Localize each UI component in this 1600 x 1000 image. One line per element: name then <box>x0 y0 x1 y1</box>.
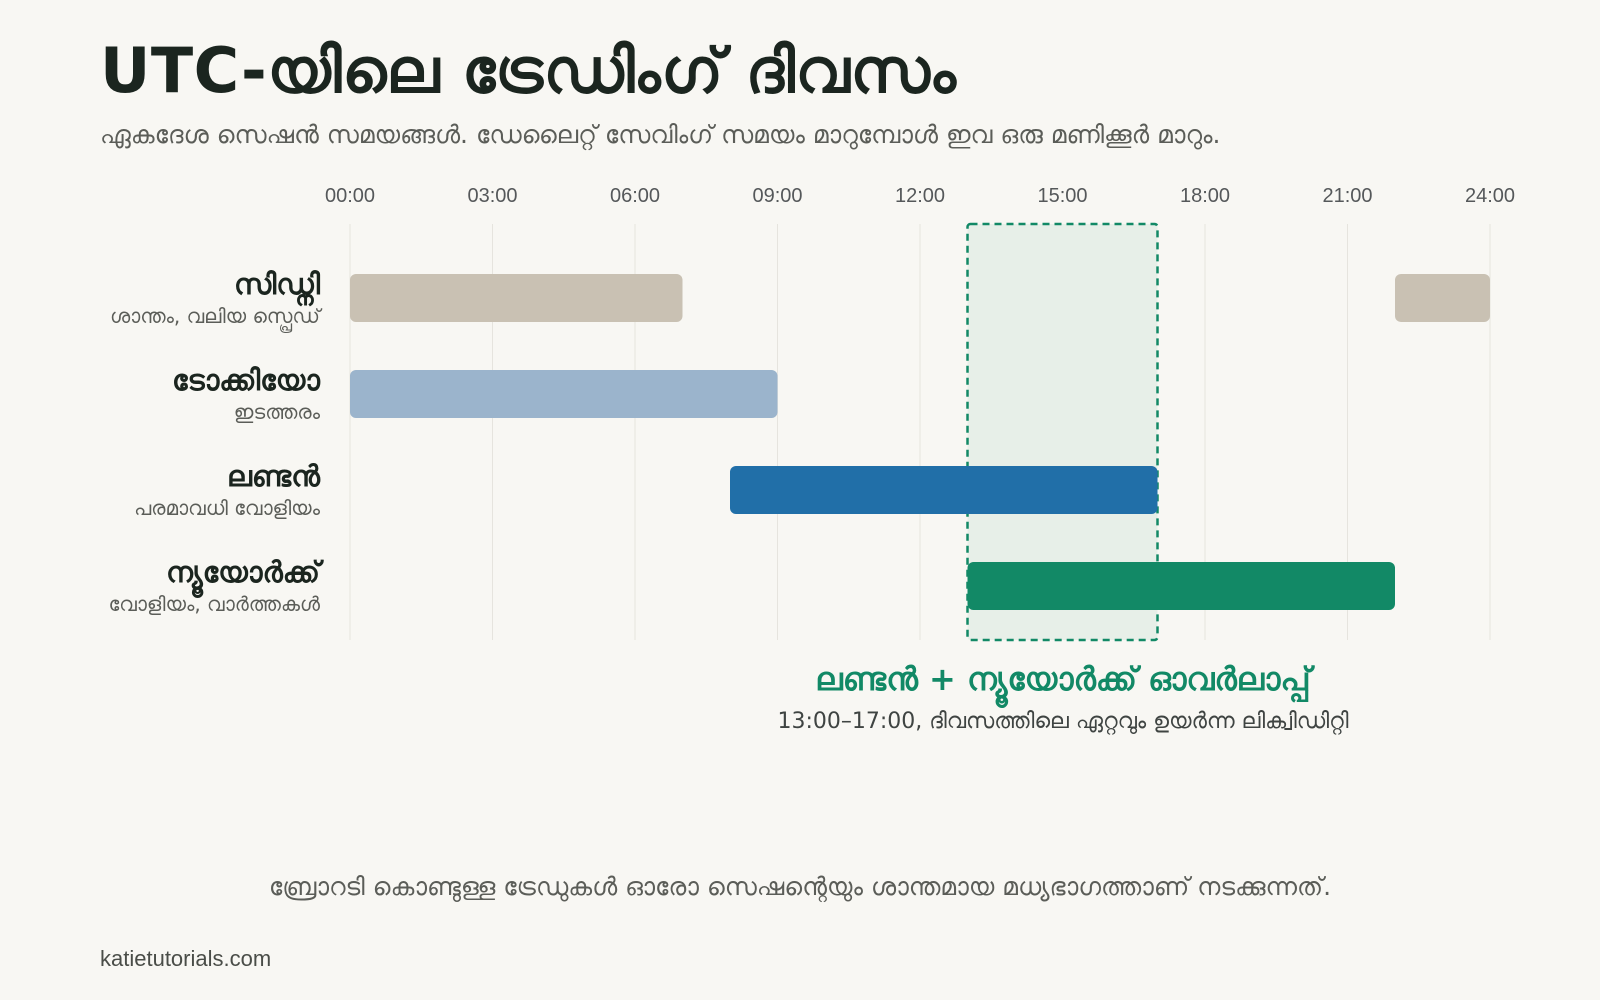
session-bar <box>1395 274 1490 322</box>
session-bar <box>350 274 683 322</box>
x-tick-label: 06:00 <box>610 185 660 207</box>
x-tick-label: 15:00 <box>1037 185 1087 207</box>
x-tick-label: 12:00 <box>895 185 945 207</box>
session-bar <box>730 466 1158 514</box>
session-name: ലണ്ടൻ <box>227 459 321 493</box>
x-tick-label: 09:00 <box>752 185 802 207</box>
session-name: ടോക്കിയോ <box>172 363 321 397</box>
overlap-highlight <box>966 222 1159 642</box>
session-bar <box>967 562 1395 610</box>
overlap-label: ലണ്ടൻ + ന്യൂയോർക്ക് ഓവർലാപ്പ് <box>815 660 1315 709</box>
x-tick-label: 21:00 <box>1322 185 1372 207</box>
session-note: വോളിയം, വാർത്തകൾ <box>109 592 321 616</box>
page-subtitle: ഏകദേശ സെഷൻ സമയങ്ങൾ. ഡേലൈറ്റ് സേവിംഗ് സമയ… <box>100 120 1221 149</box>
x-tick-label: 18:00 <box>1180 185 1230 207</box>
session-note: പരമാവധി വോളിയം <box>134 496 321 520</box>
x-tick-label: 00:00 <box>325 185 375 207</box>
session-name: സിഡ്നി <box>234 267 321 306</box>
session-note: ശാന്തം, വലിയ സ്പ്രെഡ് <box>110 304 323 333</box>
session-note: ഇടത്തരം <box>234 400 321 424</box>
session-bar <box>350 370 778 418</box>
footnote: ബ്രോറടി കൊണ്ടുള്ള ട്രേഡുകൾ ഓരോ സെഷന്റെയു… <box>268 872 1332 901</box>
overlap-sublabel: 13:00–17:00, ദിവസത്തിലെ ഏറ്റവും ഉയർന്ന ല… <box>777 709 1348 735</box>
x-tick-label: 03:00 <box>467 185 517 207</box>
x-tick-label: 24:00 <box>1465 185 1515 207</box>
page-title: UTC-യിലെ ട്രേഡിംഗ് ദിവസം <box>100 34 957 107</box>
source-credit: katietutorials.com <box>100 946 272 971</box>
